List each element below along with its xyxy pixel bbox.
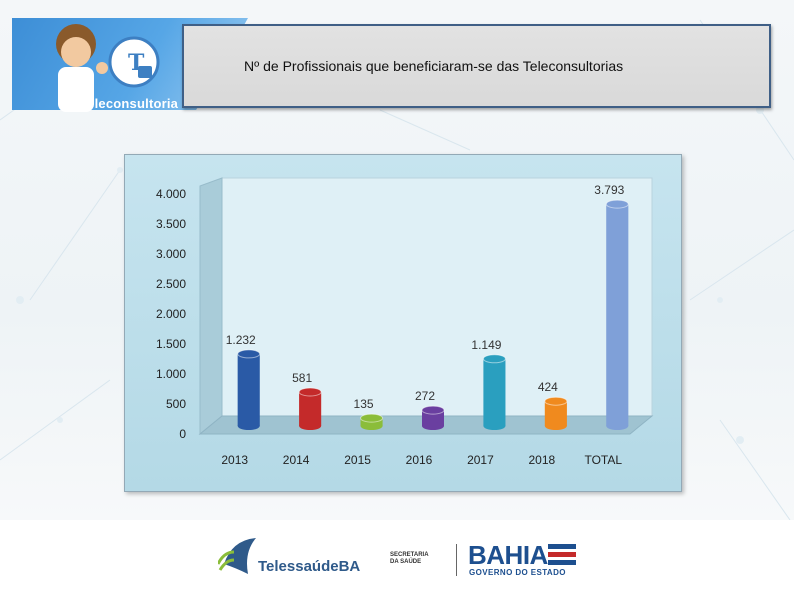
bar-shade (237, 353, 260, 426)
y-tick-label: 500 (166, 397, 186, 411)
bar-chart: 0 500 1.000 1.500 2.000 2.500 3.000 3.500 4.000 1… (156, 177, 654, 467)
bar-shade (299, 392, 322, 426)
bar-top (237, 349, 261, 359)
bar-value-label: 581 (292, 371, 312, 385)
x-tick-label: 2016 (406, 453, 433, 467)
bahia-brand-text: BAHIA (468, 540, 548, 570)
bahia-flag-icon (548, 544, 576, 565)
y-tick-label: 3.000 (156, 247, 186, 261)
bar-base (483, 422, 506, 430)
bar-top (360, 413, 384, 423)
bar-base (360, 422, 383, 430)
y-tick-label: 0 (179, 427, 186, 441)
x-tick-label: 2018 (529, 453, 556, 467)
bar-base (544, 422, 567, 430)
x-tick-label: 2015 (344, 453, 371, 467)
x-tick-label: 2014 (283, 453, 310, 467)
y-tick-label: 1.500 (156, 337, 186, 351)
y-tick-label: 1.000 (156, 367, 186, 381)
chart-back-wall (221, 177, 653, 417)
x-tick-label: TOTAL (584, 453, 622, 467)
y-tick-label: 3.500 (156, 217, 186, 231)
footer-divider (456, 544, 457, 576)
bar-base (299, 422, 322, 430)
bar-value-label: 424 (538, 380, 558, 394)
bar-value-label: 135 (354, 397, 374, 411)
doctor-illustration-icon: T (56, 24, 160, 112)
bar-top (544, 396, 568, 406)
bar-value-label: 272 (415, 389, 435, 403)
bar-top (421, 405, 445, 415)
bar-base (237, 422, 260, 430)
secretaria-saude-text: SECRETARIA DA SAÚDE (390, 552, 429, 565)
bar-value-label: 1.149 (471, 338, 501, 352)
y-tick-label: 4.000 (156, 187, 186, 201)
bar-top (482, 354, 506, 364)
telessaude-logo-icon (218, 538, 256, 574)
bar-value-label: 3.793 (594, 183, 624, 197)
bar-shade (483, 358, 506, 426)
chart-side-wall (199, 177, 223, 436)
bar-top (605, 199, 629, 209)
page-title: Nº de Profissionais que beneficiaram-se … (244, 58, 624, 74)
bar-base (422, 422, 444, 430)
teleconsultoria-logo-label: Teleconsultoria (80, 96, 179, 111)
bar-shade (606, 204, 629, 426)
governo-estado-text: GOVERNO DO ESTADO (469, 568, 566, 577)
footer (0, 520, 794, 595)
telessaude-brand-text: TelessaúdeBA (258, 558, 361, 575)
bar-base (606, 422, 629, 430)
bar-value-label: 1.232 (226, 333, 256, 347)
x-tick-label: 2013 (221, 453, 248, 467)
bar-top (298, 387, 322, 397)
bar-shade (544, 401, 567, 426)
x-tick-label: 2017 (467, 453, 494, 467)
y-tick-label: 2.500 (156, 277, 186, 291)
header-title-box (182, 24, 771, 108)
y-tick-label: 2.000 (156, 307, 186, 321)
